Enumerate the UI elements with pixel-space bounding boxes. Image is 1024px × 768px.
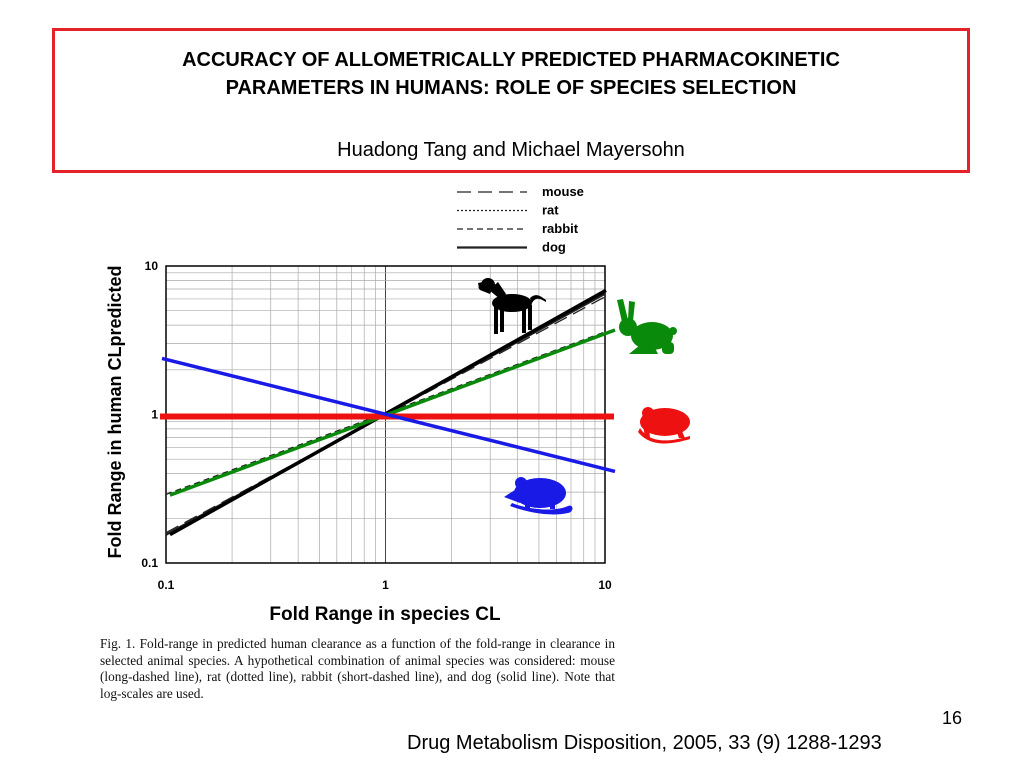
- figure-caption: Fig. 1. Fold-range in predicted human cl…: [100, 636, 615, 701]
- title-line-1: ACCURACY OF ALLOMETRICALLY PREDICTED PHA…: [182, 49, 840, 71]
- title-box: ACCURACY OF ALLOMETRICALLY PREDICTED PHA…: [52, 28, 970, 173]
- chart-overlays: [160, 288, 616, 537]
- rat-silhouette-icon: [638, 407, 690, 444]
- citation: Drug Metabolism Disposition, 2005, 33 (9…: [407, 732, 882, 754]
- overlay-mouse-line: [161, 356, 616, 474]
- x-tick-label: 10: [598, 578, 612, 592]
- legend-mouse-label: mouse: [542, 184, 584, 199]
- legend-rat-label: rat: [542, 203, 559, 218]
- overlay-rabbit-line: [169, 328, 616, 497]
- y-tick-label: 0.1: [141, 556, 158, 570]
- authors: Huadong Tang and Michael Mayersohn: [337, 139, 685, 161]
- mouse-silhouette-icon: [504, 477, 573, 515]
- rabbit-silhouette-icon: [617, 299, 677, 354]
- dog-silhouette-icon: [478, 278, 546, 334]
- y-axis-label: Fold Range in human CLpredicted: [105, 265, 125, 558]
- title-line-2: PARAMETERS IN HUMANS: ROLE OF SPECIES SE…: [225, 77, 797, 99]
- y-tick-label: 1: [151, 408, 158, 422]
- x-axis-label: Fold Range in species CL: [269, 604, 501, 625]
- tick-labels: 0.1 1 10 0.1 1 10: [141, 259, 612, 592]
- y-tick-label: 10: [145, 259, 159, 273]
- slide-number: 16: [942, 708, 963, 728]
- legend: mouse rat rabbit dog: [457, 184, 584, 255]
- legend-dog-label: dog: [542, 240, 566, 255]
- x-tick-label: 0.1: [158, 578, 175, 592]
- x-tick-label: 1: [382, 578, 389, 592]
- legend-rabbit-label: rabbit: [542, 221, 579, 236]
